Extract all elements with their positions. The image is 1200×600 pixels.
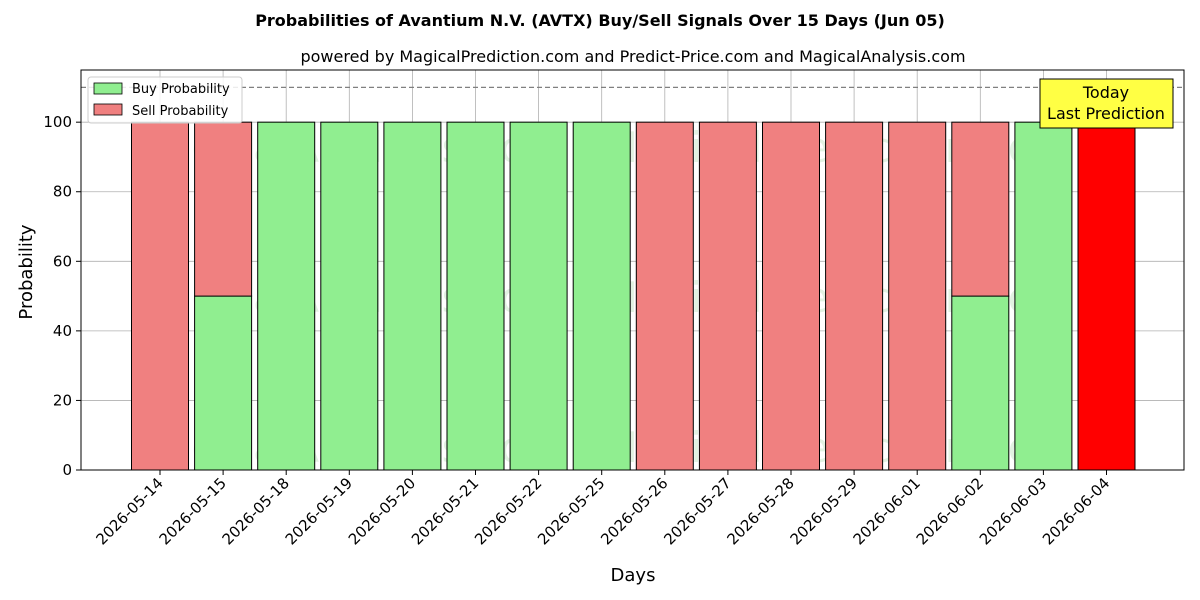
legend-label-sell: Sell Probability <box>132 104 229 119</box>
legend-swatch-buy <box>93 82 123 95</box>
bar-buy-2026-06-02 <box>951 295 1010 471</box>
bar-sell-2026-05-26 <box>635 121 694 471</box>
y-tick-label: 80 <box>53 183 72 201</box>
bar-sell-2026-06-01 <box>888 121 947 471</box>
y-tick-label: 100 <box>43 113 72 131</box>
legend-label-buy: Buy Probability <box>132 82 230 97</box>
bar-buy-2026-05-20 <box>383 121 442 471</box>
legend-box <box>87 76 243 124</box>
bar-sell-2026-05-27 <box>698 121 757 471</box>
bar-sell-2026-06-04 <box>1077 121 1136 471</box>
annotation-box <box>1039 78 1174 129</box>
legend: Buy Probability Sell Probability <box>87 76 243 124</box>
bar-buy-2026-06-03 <box>1014 121 1073 471</box>
y-ticks: 0 20 40 60 80 100 <box>43 113 81 479</box>
plot-frame <box>80 69 1185 471</box>
today-annotation: Today Last Prediction <box>1039 78 1174 129</box>
bar-buy-2026-05-22 <box>509 121 568 471</box>
bar-buy-2026-05-19 <box>320 121 379 471</box>
bar-buy-2026-05-25 <box>572 121 631 471</box>
chart-title: Probabilities of Avantium N.V. (AVTX) Bu… <box>255 11 945 30</box>
bar-buy-2026-05-15 <box>194 295 253 471</box>
y-tick-label: 0 <box>62 461 72 479</box>
y-tick-label: 40 <box>53 322 72 340</box>
bar-buy-2026-05-18 <box>257 121 316 471</box>
y-axis-label: Probability <box>16 224 37 319</box>
chart-subtitle: powered by MagicalPrediction.com and Pre… <box>300 47 965 66</box>
bar-sell-2026-05-14 <box>131 121 189 471</box>
legend-swatch-sell <box>93 103 123 116</box>
bar-sell-2026-05-15 <box>194 121 253 297</box>
bar-buy-2026-05-21 <box>446 121 505 471</box>
bar-sell-2026-06-02 <box>951 121 1010 297</box>
annotation-line2: Last Prediction <box>1047 104 1165 123</box>
bars <box>131 121 1136 471</box>
annotation-line1: Today <box>1082 83 1129 102</box>
bar-sell-2026-05-28 <box>762 121 820 471</box>
y-tick-label: 60 <box>53 252 72 270</box>
x-axis-label: Days <box>611 565 656 586</box>
y-tick-label: 20 <box>53 391 72 409</box>
bar-sell-2026-05-29 <box>825 121 884 471</box>
